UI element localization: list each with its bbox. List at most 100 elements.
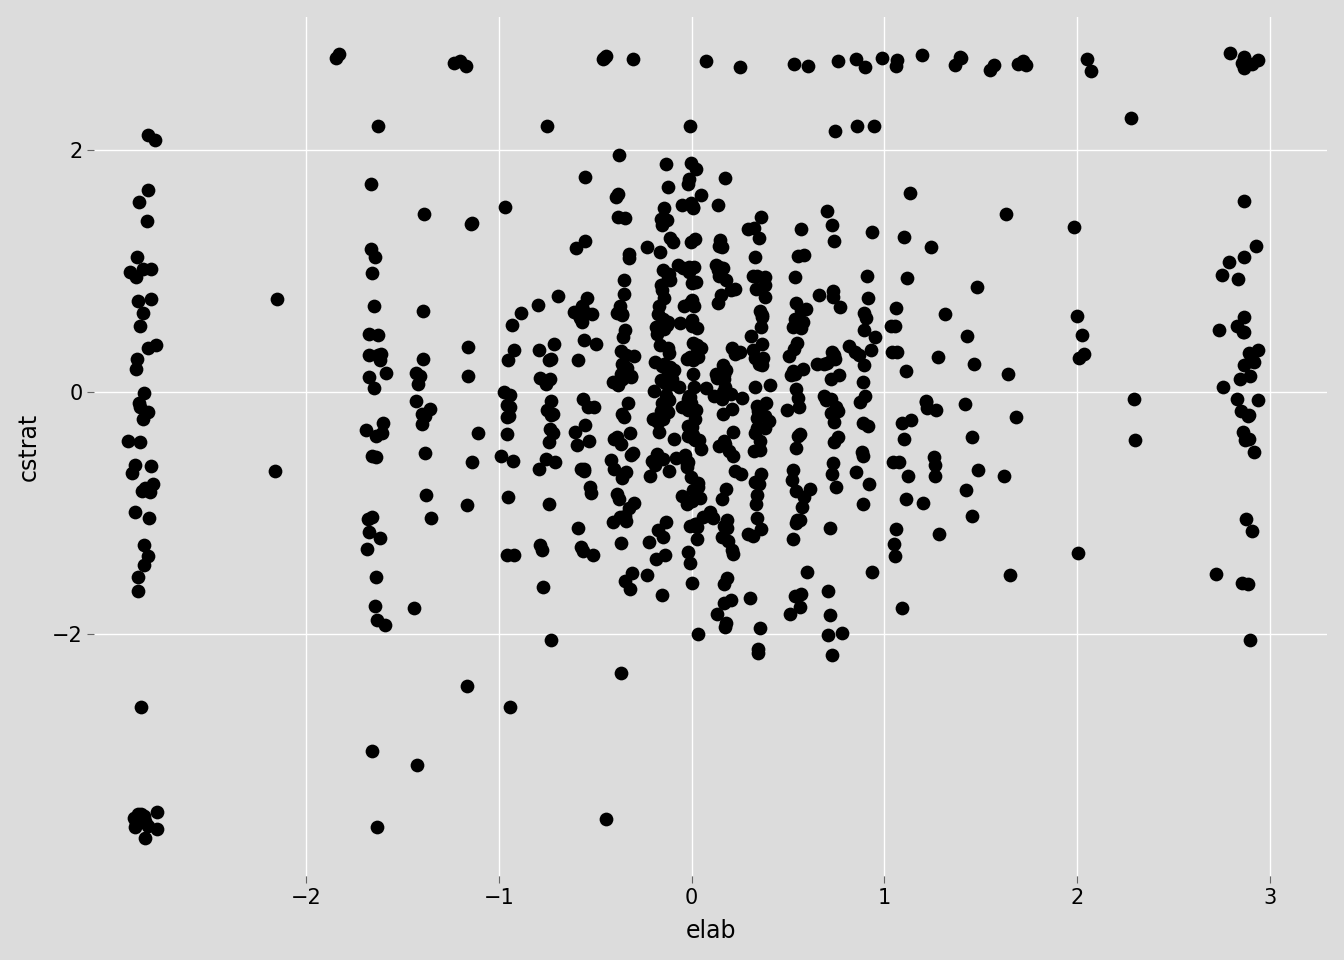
- Point: [703, 511, 724, 526]
- Point: [996, 206, 1017, 222]
- Point: [792, 361, 813, 376]
- Point: [657, 270, 679, 285]
- Point: [956, 482, 977, 497]
- Point: [610, 343, 632, 358]
- Point: [145, 132, 167, 148]
- Point: [653, 290, 675, 305]
- Point: [827, 429, 848, 444]
- Point: [730, 467, 751, 482]
- Point: [677, 400, 699, 416]
- Point: [714, 372, 735, 387]
- Point: [754, 409, 775, 424]
- Point: [821, 647, 843, 662]
- Point: [722, 424, 743, 440]
- Point: [407, 376, 429, 392]
- Point: [540, 394, 562, 409]
- Point: [618, 396, 640, 411]
- Point: [575, 290, 597, 305]
- Point: [927, 349, 949, 365]
- Point: [961, 509, 982, 524]
- Point: [496, 547, 517, 563]
- Point: [656, 317, 677, 332]
- Point: [356, 541, 378, 557]
- Point: [1245, 238, 1266, 253]
- Point: [653, 356, 675, 372]
- Point: [695, 54, 716, 69]
- Point: [747, 646, 769, 661]
- Point: [624, 495, 645, 511]
- Point: [934, 307, 956, 323]
- Point: [496, 426, 517, 442]
- Point: [716, 571, 738, 587]
- Point: [793, 248, 814, 263]
- Point: [528, 343, 550, 358]
- Point: [606, 305, 628, 321]
- Point: [823, 414, 844, 429]
- Point: [655, 388, 676, 403]
- Point: [823, 233, 844, 249]
- Point: [1081, 63, 1102, 79]
- Point: [786, 513, 808, 528]
- Point: [746, 411, 767, 426]
- Point: [146, 804, 168, 820]
- Point: [813, 356, 835, 372]
- Point: [677, 419, 699, 434]
- Point: [1067, 545, 1089, 561]
- Point: [817, 628, 839, 643]
- Point: [121, 465, 142, 480]
- Point: [511, 305, 532, 321]
- Point: [648, 298, 669, 313]
- Point: [606, 430, 628, 445]
- Point: [649, 337, 671, 352]
- Point: [746, 397, 767, 413]
- Point: [133, 537, 155, 552]
- Point: [641, 453, 663, 468]
- Point: [679, 517, 700, 533]
- Point: [659, 266, 680, 281]
- Point: [753, 350, 774, 366]
- Point: [1008, 57, 1030, 72]
- Point: [133, 558, 155, 573]
- Point: [722, 401, 743, 417]
- Point: [405, 393, 426, 408]
- Point: [1227, 319, 1249, 334]
- Point: [461, 215, 482, 230]
- Point: [720, 282, 742, 298]
- Point: [586, 337, 607, 352]
- Point: [411, 407, 433, 422]
- Point: [501, 453, 523, 468]
- Point: [782, 363, 804, 378]
- Point: [540, 351, 562, 367]
- Point: [684, 411, 706, 426]
- Point: [896, 271, 918, 286]
- Point: [362, 448, 383, 464]
- Point: [582, 548, 603, 564]
- Point: [640, 468, 661, 483]
- Point: [1239, 369, 1261, 384]
- Point: [704, 257, 726, 273]
- Point: [961, 430, 982, 445]
- Point: [536, 451, 558, 467]
- Point: [527, 298, 548, 313]
- Point: [888, 455, 910, 470]
- Point: [1232, 60, 1254, 76]
- Point: [1068, 350, 1090, 366]
- Point: [1219, 45, 1241, 60]
- Point: [362, 743, 383, 758]
- Point: [720, 592, 742, 608]
- Point: [616, 347, 637, 362]
- Point: [746, 268, 767, 283]
- Point: [129, 434, 151, 449]
- Point: [603, 431, 625, 446]
- Point: [656, 376, 677, 392]
- Point: [685, 161, 707, 177]
- Point: [714, 433, 735, 448]
- Point: [563, 304, 585, 320]
- Point: [614, 465, 636, 480]
- Point: [681, 352, 703, 368]
- Point: [411, 303, 433, 319]
- Point: [817, 355, 839, 371]
- Point: [743, 268, 765, 283]
- Point: [751, 357, 773, 372]
- Point: [1232, 357, 1254, 372]
